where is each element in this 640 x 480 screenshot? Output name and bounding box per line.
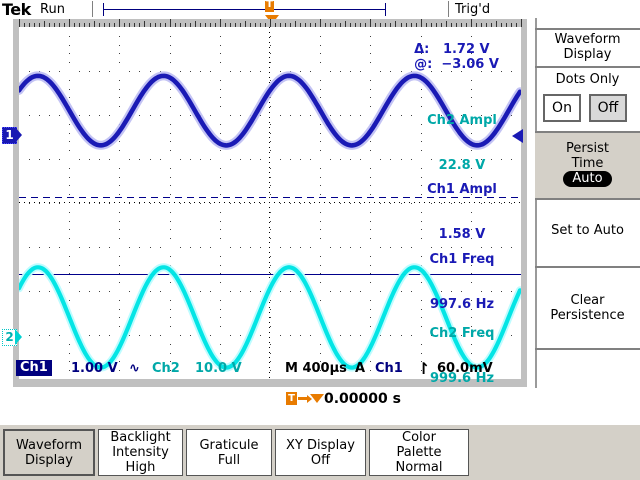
cursor-at-readout: @: −3.06 V — [396, 42, 499, 87]
ch1-right-edge-marker[interactable] — [512, 129, 523, 143]
trigger-type[interactable]: A — [355, 361, 366, 376]
dots-only-label: Dots Only — [555, 72, 620, 87]
side-menu-title-line2: Display — [563, 47, 612, 62]
bm3-l0: XY Display — [286, 437, 355, 453]
timebase-readout[interactable]: M 400µs — [285, 361, 347, 376]
clear-persistence-line1: Clear — [570, 293, 605, 308]
persist-time-line1: Persist — [566, 141, 609, 156]
header-bar: Tek Run Trig'd T — [0, 0, 640, 19]
cursor-1-line[interactable] — [19, 197, 521, 198]
ch2-ampl-value: 22.8 V — [438, 158, 486, 173]
persist-time-line2: Time — [571, 156, 604, 171]
ch2-freq-value: 999.6 Hz — [429, 371, 495, 386]
ch2-position-marker[interactable]: 2 — [2, 329, 22, 346]
ch1-freq-value: 997.6 Hz — [429, 297, 495, 312]
ch1-scale[interactable]: 1.00 V — [71, 361, 118, 376]
bottom-menu-bar: Waveform Display Backlight Intensity Hig… — [0, 425, 640, 480]
ch2-scale[interactable]: 10.0 V — [195, 361, 242, 376]
trigger-level[interactable]: 60.0mV — [437, 361, 493, 376]
bottom-menu-color-palette[interactable]: Color Palette Normal — [369, 429, 469, 476]
bm0-l1: Display — [25, 452, 73, 468]
ch2-label[interactable]: Ch2 — [152, 361, 180, 376]
bottom-menu-xy-display[interactable]: XY Display Off — [275, 429, 366, 476]
bm3-l1: Off — [310, 452, 331, 468]
bottom-menu-backlight-intensity[interactable]: Backlight Intensity High — [98, 429, 183, 476]
time-ruler — [13, 19, 527, 27]
ch2-trace — [19, 263, 521, 372]
record-length-bracket — [103, 3, 386, 16]
ch2-marker-label: 2 — [5, 330, 14, 344]
bottom-menu-waveform-display[interactable]: Waveform Display — [3, 429, 95, 476]
rising-edge-icon: ↾ — [417, 359, 431, 378]
bottom-menu-graticule[interactable]: Graticule Full — [186, 429, 272, 476]
graticule-left-rail — [13, 27, 19, 379]
ch2-freq-label: Ch2 Freq — [429, 326, 495, 341]
bm4-l2: Normal — [395, 460, 443, 475]
clear-persistence-button[interactable]: Clear Persistence — [535, 293, 640, 323]
time-offset-marker-label: T — [288, 393, 295, 404]
ch1-trace — [19, 71, 521, 150]
dots-only-on-button[interactable]: On — [543, 94, 581, 122]
cursor-delta-readout: Δ: 1.72 V — [396, 27, 490, 72]
ch2-ampl-label: Ch2 Ampl — [427, 113, 497, 128]
ch1-marker-label: 1 — [5, 128, 14, 142]
trigger-source[interactable]: Ch1 — [375, 361, 403, 376]
ch1-freq-label: Ch1 Freq — [429, 252, 495, 267]
bm1-l1: Intensity — [112, 445, 169, 460]
waveform-canvas — [19, 71, 521, 372]
header-divider-right — [448, 1, 449, 17]
side-menu-divider — [535, 18, 537, 388]
trigger-position-marker[interactable]: T — [263, 0, 275, 17]
bm1-l2: High — [125, 460, 156, 475]
clear-persistence-line2: Persistence — [550, 308, 625, 323]
graticule-right-rail — [521, 27, 527, 379]
persist-time-button[interactable]: Persist Time Auto — [535, 133, 640, 198]
time-offset-pointer-icon — [310, 394, 324, 403]
bm1-l0: Backlight — [110, 430, 171, 445]
ch1-ampl-label: Ch1 Ampl — [427, 182, 497, 197]
cursor-delta-value: 1.72 V — [442, 42, 490, 57]
bm2-l1: Full — [217, 452, 241, 468]
cursor-delta-label: Δ: — [414, 42, 430, 57]
ch2-freq-readout: Ch2 Freq 999.6 Hz — [417, 296, 507, 416]
ch1-freq-readout: Ch1 Freq 997.6 Hz — [417, 222, 507, 342]
set-to-auto-button[interactable]: Set to Auto — [551, 223, 624, 238]
side-menu-title: Waveform Display — [535, 32, 640, 62]
ch1-ampl-value: 1.58 V — [438, 227, 486, 242]
trigger-marker-label: T — [266, 0, 273, 10]
cursor-2-line[interactable] — [19, 274, 521, 275]
graticule-bottom-rail — [13, 379, 527, 387]
bm4-l0: Color — [402, 430, 436, 445]
time-offset-marker-icon: T — [286, 392, 297, 405]
cursor-at-label: @: — [414, 57, 433, 72]
bm4-l1: Palette — [396, 445, 442, 460]
ch2-ampl-readout: Ch2 Ampl 22.8 V — [417, 83, 507, 203]
bm0-l0: Waveform — [16, 437, 82, 453]
side-menu: Waveform Display Dots Only On Off Persis… — [535, 18, 640, 388]
tek-logo: Tek — [2, 0, 31, 19]
acquisition-state: Run — [40, 2, 65, 17]
ch1-position-marker[interactable]: 1 — [2, 127, 22, 144]
cursor-at-value: −3.06 V — [441, 57, 499, 72]
time-offset-arrow-icon — [298, 394, 312, 403]
trigger-state: Trig'd — [455, 2, 491, 17]
persist-time-value: Auto — [563, 171, 612, 187]
header-divider-left — [92, 1, 93, 17]
ch1-ampl-readout: Ch1 Ampl 1.58 V — [417, 152, 507, 272]
graticule-grid — [19, 27, 521, 379]
dots-only-toggle-group: On Off — [543, 94, 627, 122]
graticule-area: 1 2 — [2, 19, 527, 387]
dots-only-off-button[interactable]: Off — [589, 94, 627, 122]
ch1-badge[interactable]: Ch1 — [16, 360, 52, 376]
bm2-l0: Graticule — [199, 437, 259, 453]
ac-coupling-icon: ∿ — [129, 361, 140, 376]
graticule-center-vertical — [269, 27, 270, 379]
side-menu-title-line1: Waveform — [554, 32, 621, 47]
graticule-center-horizontal — [19, 202, 521, 203]
time-offset-value: 0.00000 s — [324, 391, 401, 407]
